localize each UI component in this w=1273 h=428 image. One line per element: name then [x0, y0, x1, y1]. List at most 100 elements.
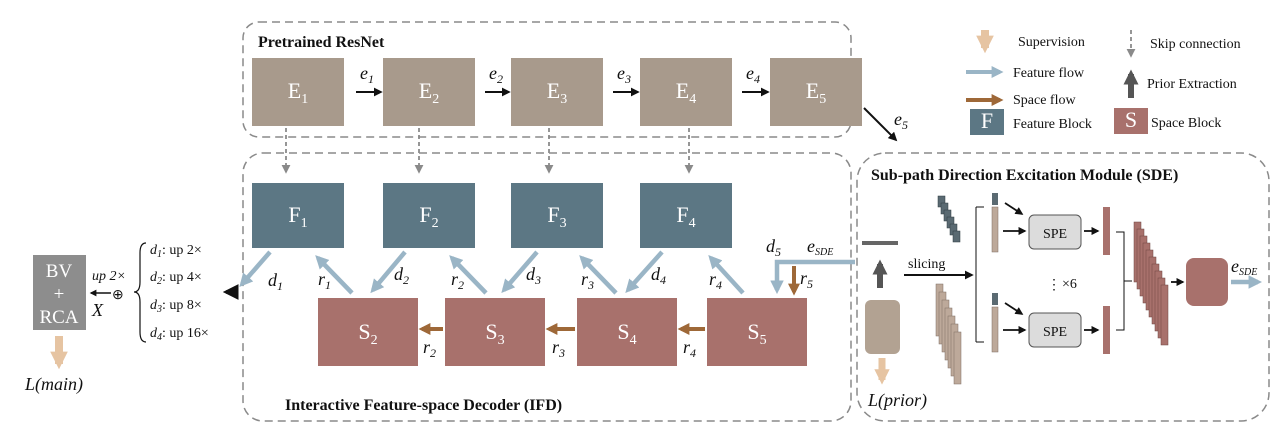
oplus-symbol: ⊕: [112, 288, 124, 303]
svg-text:F3: F3: [547, 202, 566, 231]
legend-space-flow: Space flow: [1013, 93, 1076, 108]
svg-text:F: F: [981, 108, 993, 133]
svg-text:RCA: RCA: [39, 307, 78, 328]
r-label-5: r5: [800, 268, 813, 291]
edge-label-e2: e2: [489, 63, 503, 86]
space-flow-label-r3: r3: [552, 337, 565, 360]
svg-text:F4: F4: [676, 202, 695, 231]
svg-text:E3: E3: [547, 78, 567, 107]
x-label: X: [91, 300, 104, 320]
repeat-dots: ⋮: [1047, 278, 1061, 293]
edge-label-e5: e5: [894, 109, 908, 132]
svg-text:F1: F1: [288, 202, 307, 231]
d-label-5: d5: [766, 236, 781, 259]
slice-bottom-bar: [991, 306, 999, 353]
sde-output-label: eSDE: [1231, 256, 1257, 278]
slice-bottom-small: [992, 293, 998, 305]
svg-text:E2: E2: [419, 78, 439, 107]
up-2x-label: up 2×: [92, 269, 126, 284]
r-label-4: r4: [709, 269, 722, 292]
e-sde-label: eSDE: [807, 236, 833, 258]
encoder-title: Pretrained ResNet: [258, 34, 385, 51]
d-label-4: d4: [651, 264, 666, 287]
upsample-row-1: d1: up 2×: [150, 243, 202, 260]
svg-text:E5: E5: [806, 78, 826, 107]
r-label-3: r3: [581, 269, 594, 292]
feature-flow-s4-f3: [579, 255, 618, 295]
slice-top-bar: [991, 206, 999, 253]
concat-bracket: [1116, 231, 1132, 331]
legend-prior-extraction: Prior Extraction: [1147, 77, 1237, 92]
spe-bottom-output: [1103, 306, 1110, 354]
slice-top-small: [992, 193, 998, 205]
svg-text:+: +: [54, 284, 65, 305]
feature-flow-s2-f1: [315, 255, 354, 295]
loss-main: L(main): [24, 374, 83, 395]
svg-text:S5: S5: [747, 319, 766, 348]
feature-block-f1: F1: [252, 183, 344, 248]
svg-text:E1: E1: [288, 78, 308, 107]
r-label-2: r2: [451, 269, 464, 292]
legend-supervision: Supervision: [1018, 35, 1085, 50]
sde-tall-stack: [935, 283, 962, 385]
space-block-s5: S5: [707, 298, 807, 366]
slice-bracket: [975, 206, 984, 343]
space-block-s2: S2: [318, 298, 418, 366]
edge-label-e1: e1: [360, 63, 374, 86]
sde-concat-stack: [1133, 221, 1169, 346]
space-flow-label-r4: r4: [683, 337, 696, 360]
output-block: BV + RCA: [33, 255, 86, 330]
slicing-label: slicing: [908, 257, 945, 272]
svg-text:SPE: SPE: [1043, 325, 1067, 340]
svg-text:S4: S4: [617, 319, 636, 348]
sde-small-stack: [937, 195, 961, 243]
d-label-1: d1: [268, 270, 283, 293]
legend-skip-connection: Skip connection: [1150, 37, 1241, 52]
feature-flow-f4-s4: [625, 250, 664, 294]
space-flow-label-r2: r2: [423, 337, 436, 360]
svg-text:S: S: [1125, 107, 1137, 132]
spe-bottom-gate-arrow: [1004, 302, 1024, 315]
svg-text:S2: S2: [358, 319, 377, 348]
upsample-row-3: d3: up 8×: [150, 298, 202, 315]
upsample-bracket: [133, 242, 147, 343]
encoder-block-e2: E2: [383, 58, 475, 126]
loss-prior: L(prior): [867, 390, 927, 411]
edge-label-e3: e3: [617, 63, 631, 86]
decoder-title: Interactive Feature-space Decoder (IFD): [285, 397, 562, 414]
feature-flow-s3-f2: [449, 255, 488, 295]
upsample-row-4: d4: up 16×: [150, 326, 209, 343]
encoder-block-e1: E1: [252, 58, 344, 126]
sde-title: Sub-path Direction Excitation Module (SD…: [871, 167, 1178, 184]
feature-block-f3: F3: [511, 183, 603, 248]
spe-block-top: SPE: [1028, 214, 1082, 250]
spe-block-bottom: SPE: [1028, 312, 1082, 348]
prior-block: [865, 300, 900, 354]
spe-top-gate-arrow: [1004, 202, 1024, 215]
feature-flow-f2-s2: [370, 250, 407, 294]
feature-block-f2: F2: [383, 183, 475, 248]
d-label-3: d3: [526, 264, 541, 287]
r-label-1: r1: [318, 269, 331, 292]
legend-feature-block: Feature Block: [1013, 117, 1092, 132]
legend-space-block-icon: S: [1114, 107, 1148, 134]
sde-container: [856, 152, 1270, 422]
encoder-block-e4: E4: [640, 58, 732, 126]
feature-flow-esde-s5: [770, 259, 855, 295]
feature-flow-f3-s3: [501, 250, 539, 294]
feature-block-f4: F4: [640, 183, 732, 248]
space-block-s3: S3: [445, 298, 545, 366]
svg-text:E4: E4: [676, 78, 696, 107]
legend-feature-block-icon: F: [970, 108, 1004, 135]
sde-merged-block: [1186, 258, 1228, 306]
svg-text:S3: S3: [485, 319, 504, 348]
spe-top-output: [1103, 207, 1110, 255]
edge-label-e4: e4: [746, 63, 760, 86]
upsample-row-2: d2: up 4×: [150, 270, 202, 287]
feature-flow-s5-f4: [708, 255, 745, 295]
legend-feature-flow: Feature flow: [1013, 66, 1085, 81]
d-label-2: d2: [394, 264, 409, 287]
repeat-label: ×6: [1062, 277, 1077, 292]
svg-text:SPE: SPE: [1043, 227, 1067, 242]
svg-text:BV: BV: [46, 261, 73, 282]
